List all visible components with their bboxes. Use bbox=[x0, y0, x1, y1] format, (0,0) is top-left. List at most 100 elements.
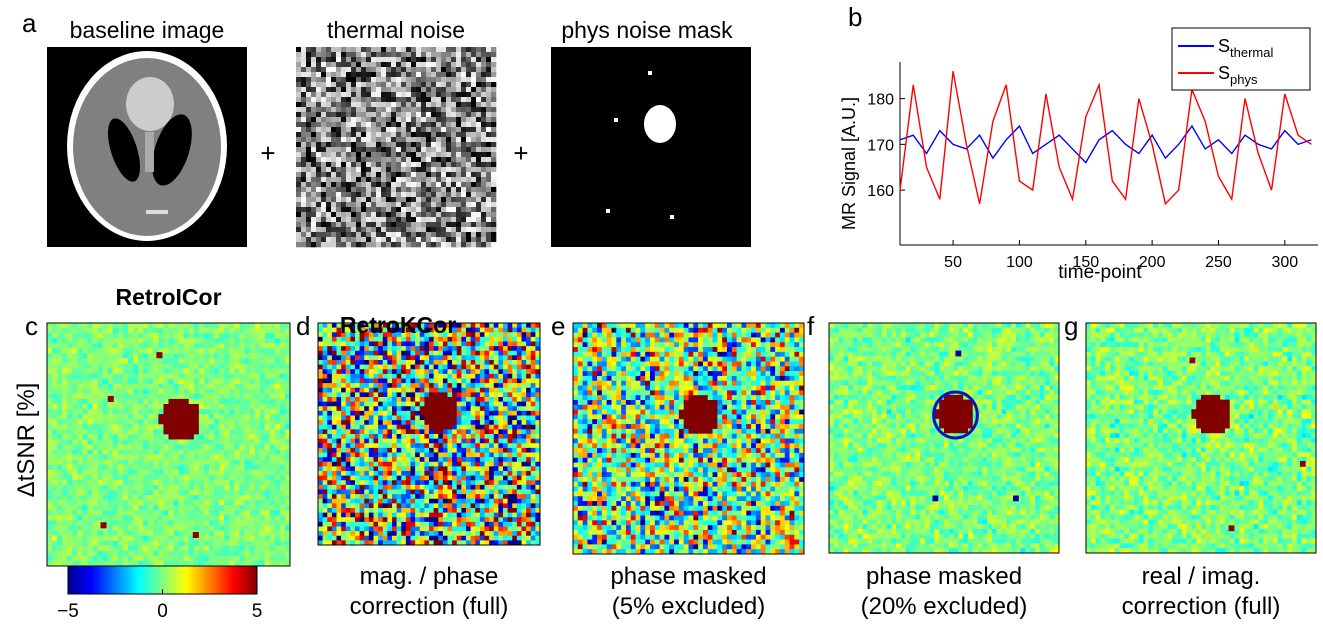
map-pixel bbox=[239, 460, 244, 465]
map-pixel bbox=[148, 485, 153, 490]
noise-pixel bbox=[346, 207, 351, 212]
map-pixel bbox=[148, 515, 153, 520]
map-pixel bbox=[466, 416, 471, 421]
map-pixel bbox=[103, 333, 108, 338]
map-pixel bbox=[123, 531, 128, 536]
map-pixel bbox=[244, 500, 249, 505]
map-pixel bbox=[280, 348, 285, 353]
noise-pixel bbox=[401, 207, 406, 212]
map-pixel bbox=[108, 419, 113, 424]
map-pixel bbox=[57, 515, 62, 520]
map-pixel bbox=[158, 394, 163, 399]
map-pixel bbox=[204, 546, 209, 551]
map-pixel bbox=[209, 520, 214, 525]
map-pixel bbox=[118, 439, 123, 444]
noise-pixel bbox=[411, 132, 416, 137]
noise-pixel bbox=[311, 102, 316, 107]
map-pixel bbox=[265, 505, 270, 510]
map-pixel bbox=[148, 414, 153, 419]
map-pixel bbox=[337, 402, 342, 407]
noise-pixel bbox=[416, 117, 421, 122]
map-pixel bbox=[265, 358, 270, 363]
map-pixel bbox=[255, 409, 260, 414]
map-pixel bbox=[526, 416, 531, 421]
noise-pixel bbox=[471, 207, 476, 212]
map-pixel bbox=[255, 470, 260, 475]
map-pixel bbox=[118, 490, 123, 495]
map-pixel bbox=[158, 455, 163, 460]
map-pixel bbox=[250, 480, 255, 485]
noise-pixel bbox=[426, 162, 431, 167]
map-pixel bbox=[244, 505, 249, 510]
map-pixel bbox=[72, 490, 77, 495]
map-pixel bbox=[158, 536, 163, 541]
map-pixel bbox=[275, 450, 280, 455]
noise-pixel bbox=[326, 242, 331, 247]
map-pixel bbox=[401, 360, 406, 365]
noise-pixel bbox=[321, 182, 326, 187]
map-pixel bbox=[270, 358, 275, 363]
map-pixel bbox=[332, 379, 337, 384]
map-pixel bbox=[57, 424, 62, 429]
map-pixel bbox=[163, 450, 168, 455]
noise-pixel bbox=[301, 92, 306, 97]
noise-pixel bbox=[406, 87, 411, 92]
map-pixel bbox=[103, 505, 108, 510]
map-pixel bbox=[163, 353, 168, 358]
noise-pixel bbox=[396, 107, 401, 112]
noise-pixel bbox=[366, 157, 371, 162]
map-pixel bbox=[219, 485, 224, 490]
map-pixel bbox=[113, 379, 118, 384]
noise-pixel bbox=[341, 107, 346, 112]
noise-pixel bbox=[381, 152, 386, 157]
noise-pixel bbox=[396, 132, 401, 137]
map-pixel bbox=[466, 379, 471, 384]
noise-pixel bbox=[366, 47, 371, 52]
map-pixel bbox=[98, 505, 103, 510]
map-pixel bbox=[52, 333, 57, 338]
map-pixel bbox=[133, 439, 138, 444]
noise-pixel bbox=[391, 127, 396, 132]
noise-pixel bbox=[456, 102, 461, 107]
map-pixel bbox=[244, 364, 249, 369]
map-pixel bbox=[275, 434, 280, 439]
noise-pixel bbox=[436, 127, 441, 132]
map-pixel bbox=[219, 323, 224, 328]
map-pixel bbox=[438, 406, 443, 411]
map-pixel bbox=[138, 379, 143, 384]
noise-pixel bbox=[326, 237, 331, 242]
map-pixel bbox=[82, 429, 87, 434]
map-pixel bbox=[174, 495, 179, 500]
map-pixel bbox=[52, 419, 57, 424]
map-pixel bbox=[466, 351, 471, 356]
map-pixel bbox=[270, 480, 275, 485]
noise-pixel bbox=[456, 82, 461, 87]
map-pixel bbox=[392, 355, 397, 360]
map-pixel bbox=[457, 379, 462, 384]
map-pixel bbox=[158, 450, 163, 455]
map-pixel bbox=[318, 411, 323, 416]
noise-pixel bbox=[446, 77, 451, 82]
map-pixel bbox=[378, 416, 383, 421]
map-pixel bbox=[209, 475, 214, 480]
map-pixel bbox=[103, 445, 108, 450]
map-pixel bbox=[123, 414, 128, 419]
map-pixel bbox=[392, 346, 397, 351]
map-pixel bbox=[522, 351, 527, 356]
map-pixel bbox=[214, 515, 219, 520]
noise-pixel bbox=[466, 212, 471, 217]
map-pixel bbox=[260, 434, 265, 439]
map-pixel bbox=[113, 409, 118, 414]
map-pixel bbox=[148, 561, 153, 566]
noise-pixel bbox=[306, 127, 311, 132]
map-pixel bbox=[93, 343, 98, 348]
noise-pixel bbox=[356, 217, 361, 222]
map-pixel bbox=[265, 414, 270, 419]
noise-pixel bbox=[456, 97, 461, 102]
noise-pixel bbox=[406, 167, 411, 172]
map-pixel bbox=[103, 485, 108, 490]
noise-pixel bbox=[371, 47, 376, 52]
noise-pixel bbox=[311, 107, 316, 112]
map-pixel bbox=[52, 424, 57, 429]
noise-pixel bbox=[346, 92, 351, 97]
